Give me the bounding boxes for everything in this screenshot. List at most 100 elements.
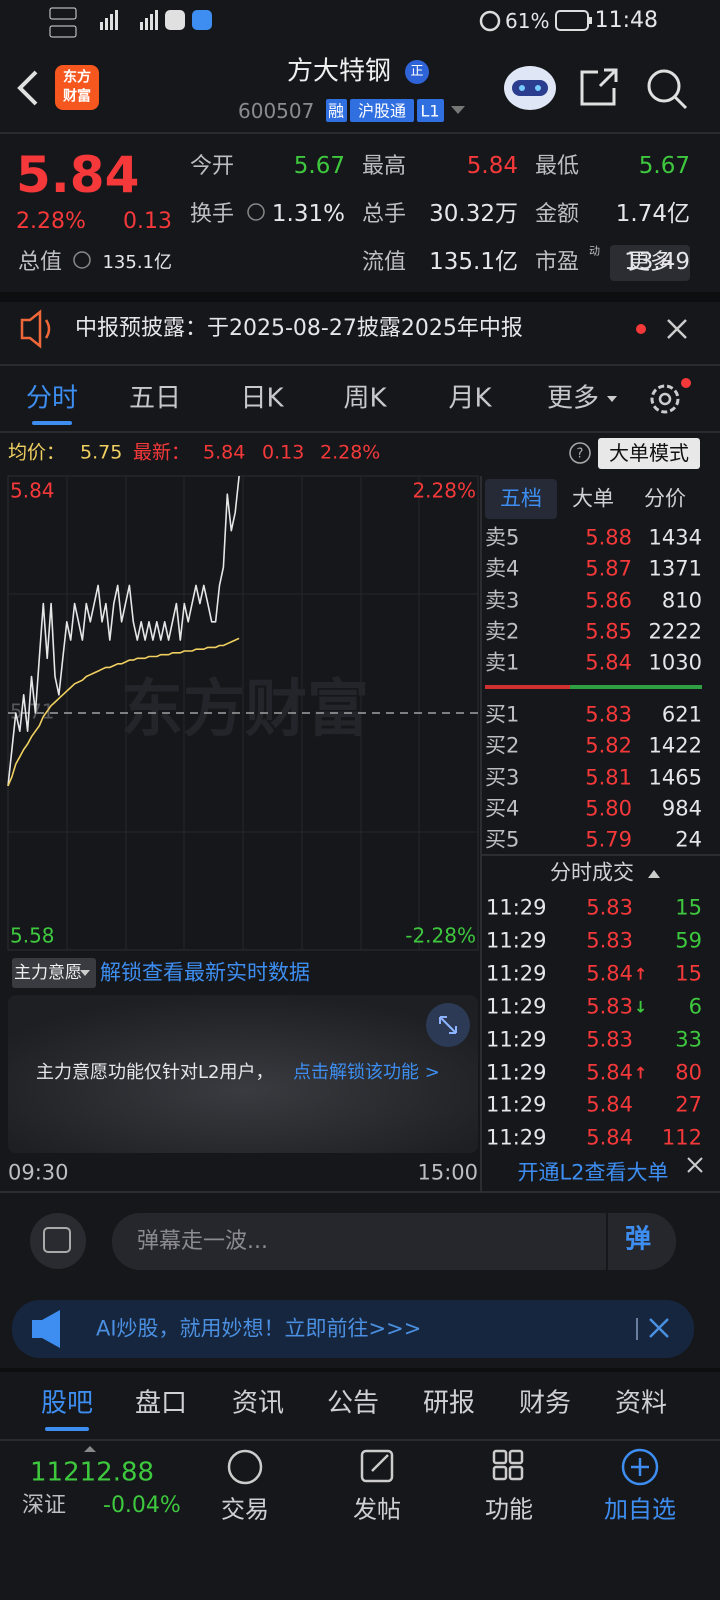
- back-icon[interactable]: [17, 70, 38, 106]
- book-tab[interactable]: 五档: [500, 486, 542, 511]
- y2-tick-label: -2.28%: [405, 924, 476, 948]
- field-value: 135.1亿: [102, 252, 172, 274]
- speaker-icon: [20, 309, 51, 349]
- main-force-unlock[interactable]: 点击解锁该功能 >: [293, 1062, 440, 1084]
- book-price: 5.86: [585, 588, 632, 612]
- danmu-input[interactable]: [112, 1213, 676, 1270]
- ai-banner-text[interactable]: AI炒股，就用妙想！立即前往>>>: [96, 1316, 422, 1341]
- more-button-bg[interactable]: [610, 245, 690, 281]
- book-tab[interactable]: 大单: [572, 486, 614, 511]
- content-tab[interactable]: 股吧: [40, 1388, 94, 1419]
- content-tab[interactable]: 资讯: [231, 1388, 285, 1419]
- help-icon-glyph: ?: [577, 447, 584, 462]
- expand-up-icon[interactable]: [84, 1446, 96, 1452]
- trade-price: 5.84: [586, 1059, 633, 1084]
- index-change: -0.04%: [103, 1492, 181, 1518]
- mode-button[interactable]: 大单模式: [609, 441, 689, 465]
- content-tab[interactable]: 盘口: [134, 1388, 188, 1419]
- search-icon[interactable]: [647, 69, 688, 110]
- book-volume: 1371: [648, 556, 702, 581]
- index-value: 11212.88: [30, 1457, 155, 1488]
- field-value: 5.84: [466, 153, 518, 180]
- field-value: 1.31%: [271, 201, 345, 228]
- trades-title: 分时成交: [550, 860, 634, 885]
- book-volume: 621: [661, 702, 702, 727]
- period-tab[interactable]: 日K: [240, 383, 284, 414]
- y2-tick-label: 2.28%: [412, 479, 476, 503]
- field-label: 流值: [362, 249, 407, 275]
- more-button[interactable]: 更多: [627, 249, 673, 275]
- l2-link[interactable]: 开通L2查看大单: [517, 1160, 669, 1185]
- notice-text[interactable]: 中报预披露：于2025-08-27披露2025年中报: [75, 315, 523, 341]
- change: 0.13: [123, 208, 172, 234]
- ai-banner-bg[interactable]: [12, 1300, 694, 1358]
- book-price: 5.79: [585, 827, 632, 852]
- book-label: 买5: [485, 827, 520, 852]
- book-price: 5.80: [585, 796, 632, 821]
- danmu-icon[interactable]: [30, 1213, 86, 1269]
- trade-price: 5.84: [586, 961, 633, 986]
- trade-price: 5.83: [586, 1027, 633, 1051]
- trade-volume: 80: [675, 1059, 702, 1084]
- info-icon[interactable]: [247, 203, 265, 221]
- period-tab[interactable]: 更多: [546, 383, 600, 414]
- main-force-link[interactable]: 解锁查看最新实时数据: [100, 960, 310, 985]
- period-tab[interactable]: 五日: [128, 383, 182, 414]
- mode-button-bg[interactable]: [598, 438, 700, 469]
- content-tab[interactable]: 研报: [422, 1388, 476, 1419]
- robot-icon[interactable]: [504, 66, 556, 110]
- stock-tag: 融: [327, 101, 345, 121]
- close-icon[interactable]: [649, 1318, 669, 1338]
- trade-price: 5.84: [586, 1125, 633, 1150]
- x-tick-label: 15:00: [417, 1160, 478, 1185]
- badge-circle: [405, 60, 429, 84]
- book-volume: 24: [675, 827, 702, 852]
- logo-box: [55, 65, 99, 110]
- content-tab[interactable]: 公告: [326, 1388, 380, 1419]
- logo-text: 东方: [63, 69, 91, 86]
- action-button[interactable]: 交易: [221, 1495, 269, 1524]
- period-tab[interactable]: 分时: [25, 383, 79, 414]
- close-icon[interactable]: [667, 319, 687, 339]
- bid-bar: [570, 685, 702, 689]
- settings-icon[interactable]: [650, 378, 691, 414]
- period-tab[interactable]: 周K: [343, 383, 387, 414]
- field-label: 换手: [190, 201, 235, 227]
- danmu-button[interactable]: 弹: [624, 1224, 652, 1255]
- trade-time: 11:29: [486, 1027, 547, 1051]
- field-label: 今开: [190, 153, 235, 179]
- y-tick-label: 5.84: [10, 479, 55, 503]
- action-button[interactable]: 功能: [485, 1495, 533, 1524]
- book-volume: 1465: [648, 765, 702, 789]
- help-icon[interactable]: [569, 442, 591, 464]
- main-force-label[interactable]: 主力意愿: [14, 962, 82, 983]
- content-tab[interactable]: 资料: [614, 1388, 668, 1419]
- main-force-label-bg[interactable]: [12, 958, 96, 988]
- book-label: 买3: [485, 765, 520, 789]
- trade-arrow: ↓: [634, 997, 648, 1017]
- trade-time: 11:29: [486, 1059, 547, 1084]
- trade-price: 5.83: [586, 928, 633, 953]
- main-force-notice: 主力意愿功能仅针对L2用户，: [36, 1062, 274, 1084]
- book-tab[interactable]: 分价: [644, 486, 686, 511]
- action-button[interactable]: 发帖: [353, 1495, 401, 1524]
- book-price: 5.88: [585, 525, 632, 550]
- tag-box: [326, 99, 347, 122]
- close-icon[interactable]: [687, 1157, 703, 1173]
- action-button[interactable]: 加自选: [604, 1495, 676, 1524]
- content-tab[interactable]: 财务: [518, 1388, 572, 1419]
- book-price: 5.83: [585, 702, 632, 727]
- trade-volume: 6: [688, 994, 702, 1019]
- expand-glyph: [439, 1016, 457, 1034]
- badge: 正: [410, 64, 424, 80]
- danmu-placeholder[interactable]: 弹幕走一波...: [137, 1228, 268, 1254]
- latest-change: 0.13: [262, 441, 305, 464]
- share-icon[interactable]: [580, 68, 618, 106]
- trade-price: 5.84: [586, 1092, 633, 1117]
- info-icon[interactable]: [73, 251, 91, 269]
- book-price: 5.82: [585, 733, 632, 758]
- dropdown-icon[interactable]: [451, 106, 465, 114]
- danmu-icon-glyph: [43, 1227, 71, 1253]
- period-tab[interactable]: 月K: [448, 383, 492, 414]
